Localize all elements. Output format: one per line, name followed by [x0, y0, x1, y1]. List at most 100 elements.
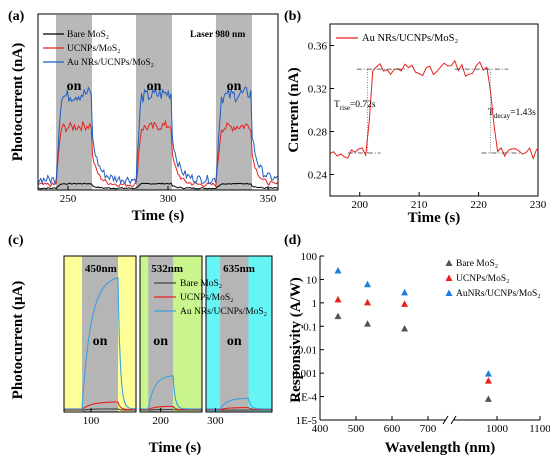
x-tick-label-b-1: 210: [411, 199, 428, 211]
x-tick-label-a-2: 350: [260, 193, 277, 205]
point-2-2: [401, 288, 409, 296]
rise-t: T: [334, 100, 340, 110]
legend-marker-d-1: [445, 274, 453, 281]
y-tick-label-d-2: 0.001: [292, 368, 317, 380]
panel-a-legend: Bare MoS₂ UCNPs/MoS₂ Au NRs/UCNPs/MoS₂: [43, 30, 154, 68]
decay-t: T: [488, 108, 494, 118]
segment-frame-2: [205, 255, 273, 413]
rise-value: =0.72s: [350, 100, 376, 110]
y-tick-label-b-1: 0.28: [308, 127, 328, 139]
y-tick-label-d-1: 1E-4: [296, 392, 318, 404]
legend-marker-d-2: [445, 289, 453, 296]
panel-d-label: (d): [284, 233, 301, 248]
panel-a-frame: [37, 13, 279, 191]
segment-1-series-2: [140, 375, 202, 410]
x-tick-label-d-0: 400: [312, 423, 329, 435]
y-tick-label-d-3: 0.01: [298, 345, 317, 357]
panel-b-annotations: [347, 68, 521, 154]
panel-a-on-labels: on on on: [67, 79, 242, 94]
x-tick-label-b-3: 230: [530, 199, 547, 211]
segment-0-series-1: [64, 401, 136, 411]
point-0-1: [364, 320, 372, 327]
segment-1-series-1: [140, 405, 202, 411]
rise-sub: rise: [340, 104, 350, 112]
decay-annotation: Tdecay=1.43s: [488, 108, 536, 120]
segment-on-label-2: on: [227, 334, 242, 349]
x-tick-label-c-0: 100: [83, 415, 100, 427]
legend-marker-d-0: [445, 259, 453, 266]
point-1-0: [334, 295, 342, 303]
panel-b-xlabel: Time (s): [408, 210, 461, 226]
panel-c-ylabel: Photocurrent (μA): [10, 281, 26, 400]
legend-text-b: Au NRs/UCNPs/MoS₂: [362, 33, 458, 44]
segment-2-series-2: [206, 397, 272, 410]
series-line-a-0: [37, 182, 278, 190]
x-tick-label-b-0: 200: [351, 199, 368, 211]
panel-b-series: [329, 59, 538, 160]
point-1-1: [364, 298, 372, 306]
x-tick-label-c-2: 300: [207, 415, 224, 427]
panel-a-chart: 250 300 350 Bare MoS₂ UCNPs/MoS₂ Au NRs/UC…: [10, 13, 279, 224]
panel-c-xlabel: Time (s): [149, 440, 202, 456]
legend-text-bare: Bare MoS₂: [67, 30, 109, 40]
panel-d-legend: Bare MoS₂ UCNPs/MoS₂ AuNRs/UCNPs/MoS₂: [445, 259, 541, 299]
segment-on-2: [220, 256, 249, 412]
series-line-a-1: [37, 119, 278, 188]
x-tick-label-a-0: 250: [60, 193, 77, 205]
panel-a-ylabel: Photocurrent (nA): [10, 43, 26, 161]
panel-d-chart: 1E-5 1E-4 0.001 0.01 0.1 1 10 100 400 500 600 700 10…: [288, 251, 550, 456]
panel-b-label: (b): [284, 9, 301, 24]
point-1-2: [401, 300, 409, 307]
point-1-3: [484, 377, 492, 384]
panel-a-laser-annotation: Laser 980 nm: [190, 30, 245, 40]
legend-text-c-ucnp: UCNPs/MoS₂: [180, 293, 233, 303]
point-0-3: [484, 395, 492, 402]
segment-on-label-1: on: [153, 334, 168, 349]
segment-on-0: [82, 256, 118, 412]
segment-1-series-0: [140, 408, 202, 411]
point-2-3: [484, 370, 492, 377]
x-tick-label-a-1: 300: [160, 193, 177, 205]
panel-a-x-ticks: 250 300 350: [60, 186, 277, 205]
y-tick-label-d-7: 100: [301, 251, 318, 263]
segment-on-1: [148, 256, 174, 412]
y-tick-label-d-6: 10: [306, 274, 318, 286]
axis-break-right: [450, 415, 457, 425]
y-tick-label-b-3: 0.36: [308, 41, 328, 53]
panel-b-frame: [329, 23, 539, 197]
panel-c-label: (c): [8, 233, 24, 248]
x-tick-label-d-1: 500: [348, 423, 365, 435]
segment-2-series-1: [206, 407, 272, 411]
legend-text-c-bare: Bare MoS₂: [180, 279, 222, 289]
panel-c-legend: Bare MoS₂ UCNPs/MoS₂ Au NRs/UCNPs/MoS₂: [154, 279, 267, 317]
legend-text-c-au: Au NRs/UCNPs/MoS₂: [180, 307, 267, 317]
panel-b-ticks: 200 210 220 230 0.24 0.28 0.32 0.36: [308, 41, 547, 212]
on-label-2: on: [227, 79, 242, 94]
segment-wavelength-2: 635nm: [223, 263, 255, 275]
series-line-b: [329, 59, 538, 160]
y-tick-label-d-5: 1: [312, 298, 318, 310]
y-tick-label-d-0: 1E-5: [296, 415, 318, 427]
segment-on-label-0: on: [93, 334, 108, 349]
decay-sub: decay: [494, 112, 511, 120]
point-0-0: [334, 312, 342, 320]
on-period-1: [136, 15, 172, 190]
x-tick-label-b-2: 220: [470, 199, 487, 211]
legend-text-au: Au NRs/UCNPs/MoS₂: [67, 58, 154, 68]
on-label-1: on: [147, 79, 162, 94]
legend-text-d-au: AuNRs/UCNPs/MoS₂: [456, 289, 541, 299]
panel-b-legend: Au NRs/UCNPs/MoS₂: [336, 33, 458, 44]
panel-a-xlabel: Time (s): [132, 208, 185, 224]
on-label-0: on: [67, 79, 82, 94]
panel-d-ylabel: Responsivity (A/W): [288, 277, 304, 402]
legend-text-ucnp: UCNPs/MoS₂: [67, 44, 120, 54]
panel-d-points: [334, 267, 492, 402]
x-tick-label-c-1: 200: [152, 415, 169, 427]
x-tick-label-d-5: 1100: [529, 423, 550, 435]
y-tick-label-d-4: 0.1: [303, 321, 317, 333]
point-2-1: [364, 280, 372, 288]
rise-annotation: Trise=0.72s: [334, 100, 376, 112]
segment-wavelength-0: 450nm: [85, 263, 117, 275]
segment-0-series-0: [64, 408, 136, 411]
